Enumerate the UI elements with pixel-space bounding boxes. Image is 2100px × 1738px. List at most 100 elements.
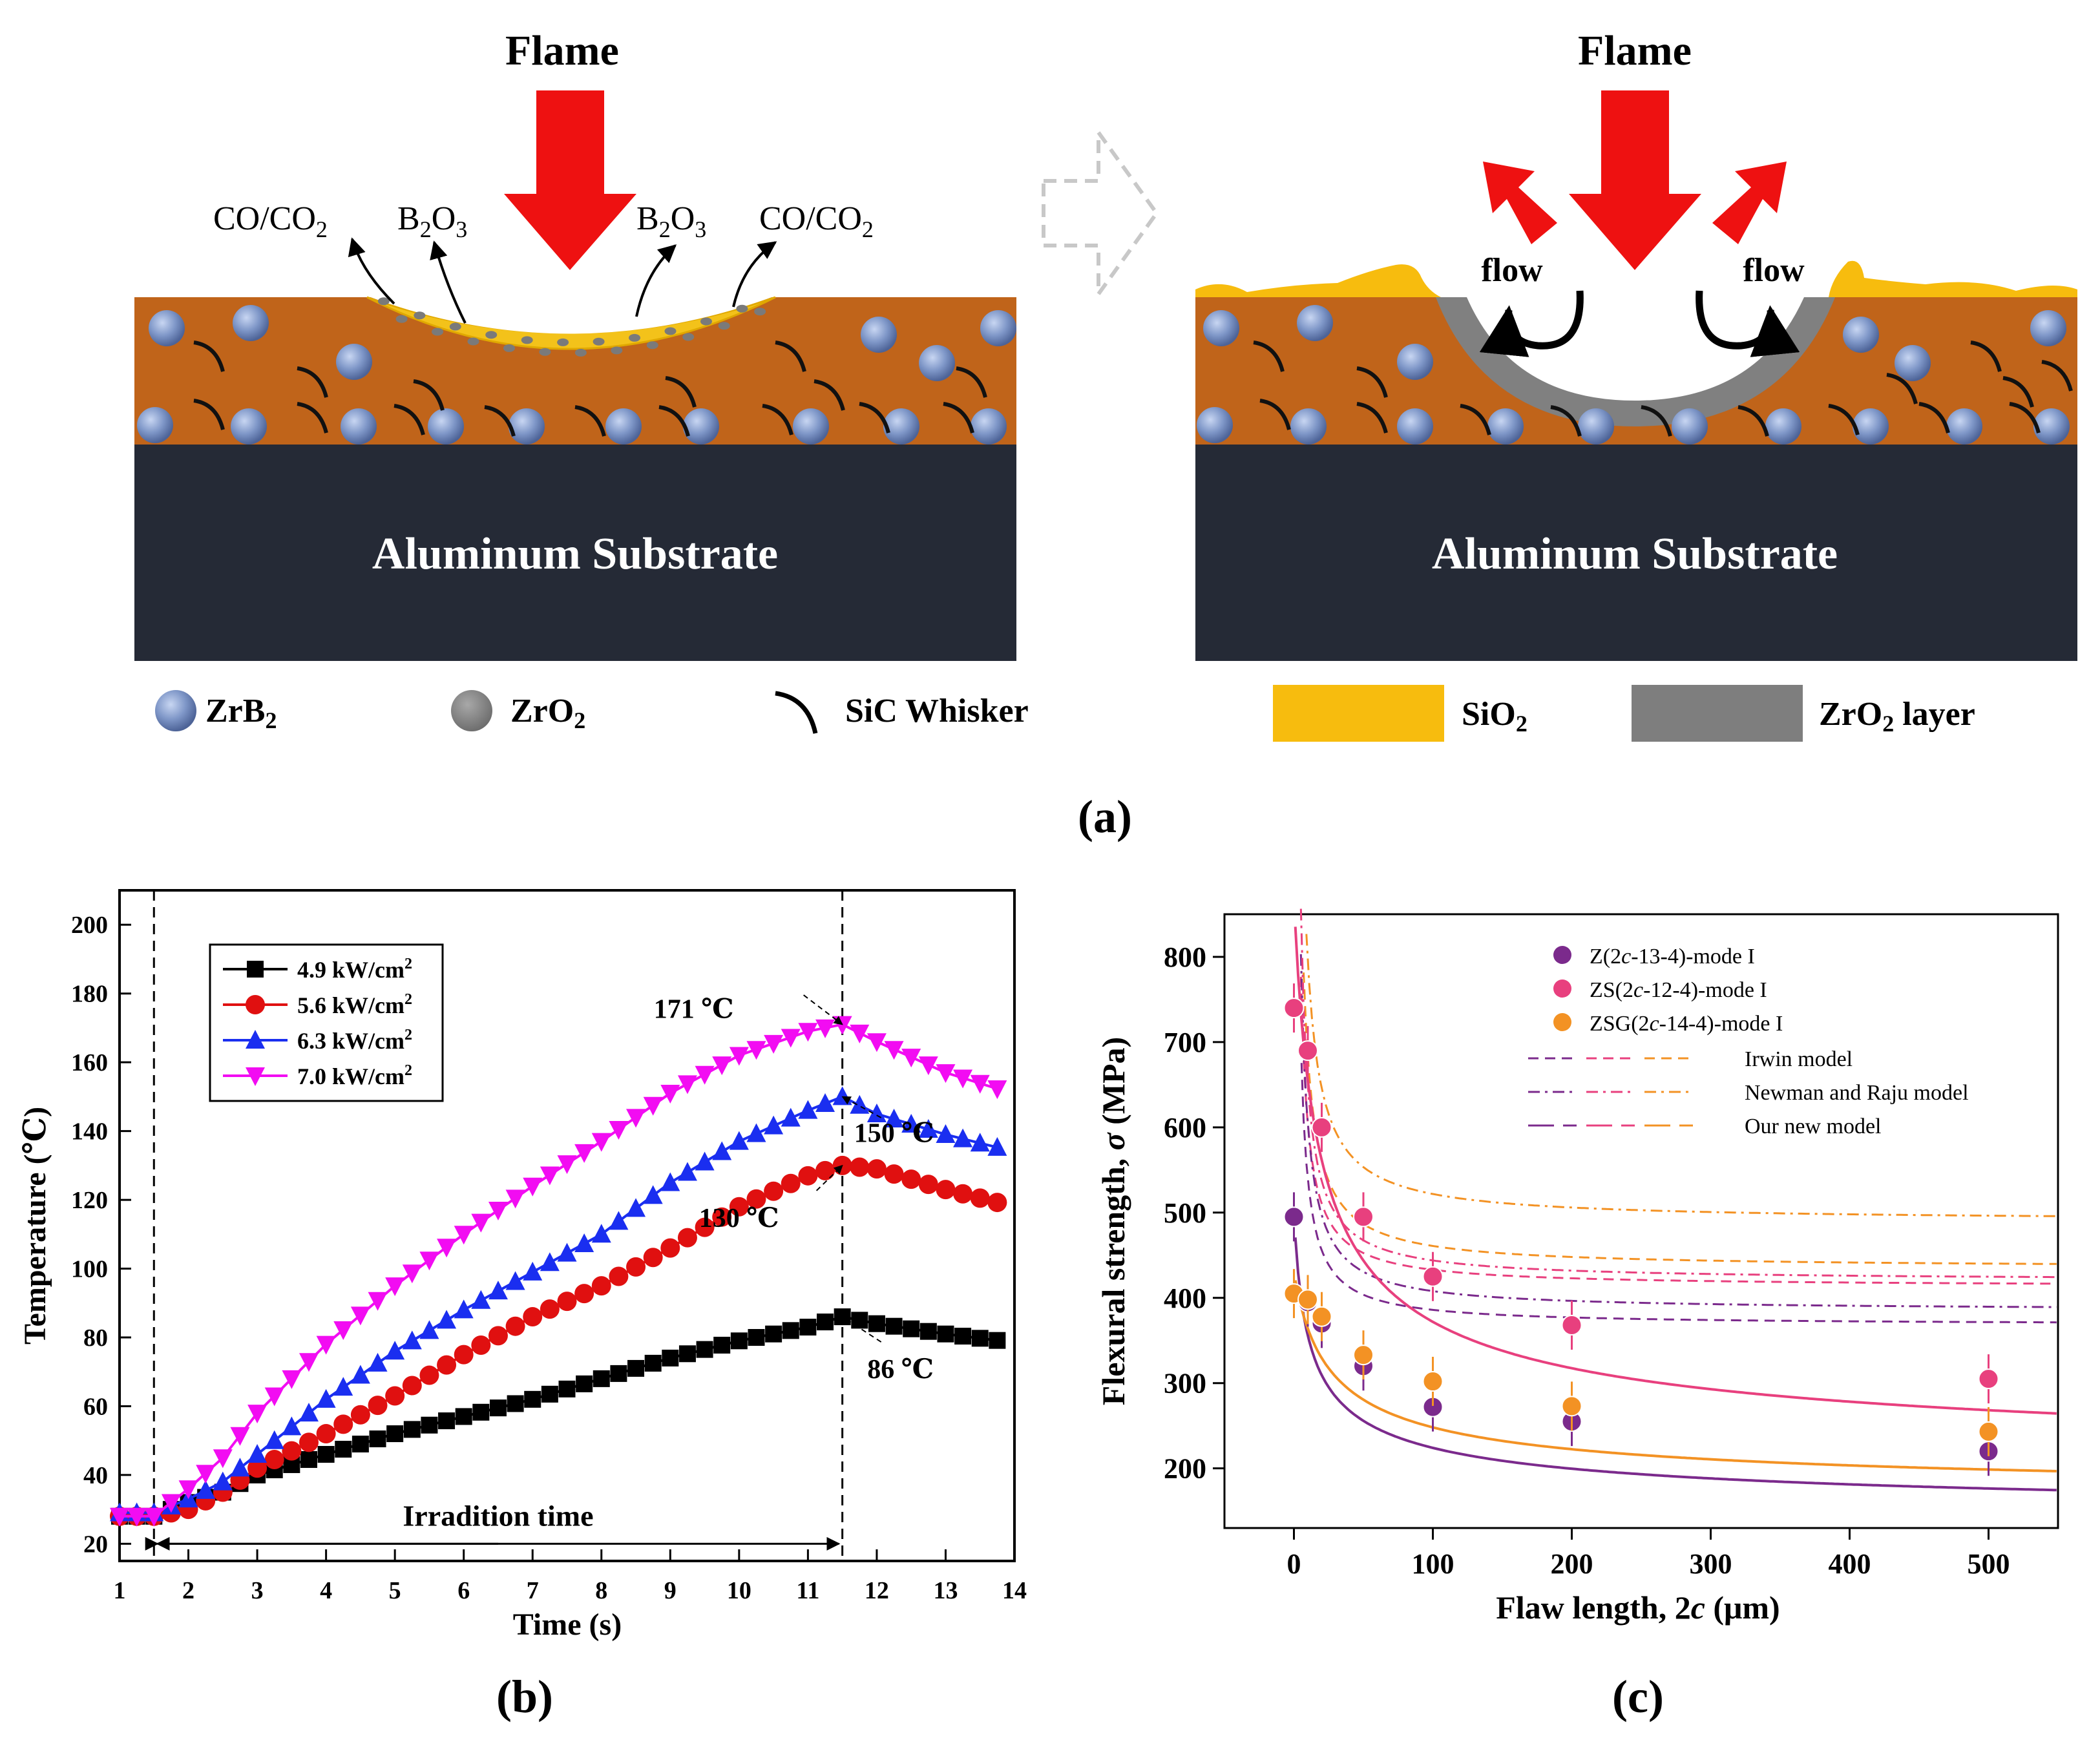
chart-b-point [247, 1405, 268, 1424]
sic-whisker [484, 405, 516, 437]
legend-sic-label: SiC Whisker [845, 693, 1029, 729]
red-arrow-upleft [1483, 162, 1557, 244]
chart-b-point [505, 1271, 525, 1290]
chart-c-legend-model-label: Newman and Raju model [1745, 1081, 1969, 1105]
zrb2-particle [919, 345, 955, 381]
chart-c-legend-label: Z(2c-13-4)-mode I [1590, 945, 1755, 968]
chart-b-ytick-label: 60 [83, 1393, 108, 1420]
chart-b-point [316, 1424, 336, 1444]
chart-b-point [903, 1320, 920, 1337]
sic-whisker [2041, 360, 2073, 392]
flow-arrow-left [1479, 290, 1584, 357]
chart-c-point [1297, 1289, 1318, 1310]
zrb2-particle [428, 408, 464, 445]
chart-b-ytick-label: 120 [71, 1187, 108, 1214]
legend-zro2-layer-label: ZrO2 layer [1819, 696, 1975, 737]
zrb2-particle [683, 408, 719, 445]
chart-b-legend-label: 7.0 kW/cm2 [297, 1062, 412, 1089]
chart-c-series-3 [1283, 1269, 1999, 1456]
chart-c-series-1 [1283, 1192, 1999, 1476]
chart-b-point [643, 1248, 663, 1268]
zro2-particle [574, 348, 587, 357]
chart-b-point [884, 1164, 904, 1184]
zrb2-particle [861, 317, 897, 353]
chart-b-point [729, 1197, 749, 1217]
chart-b-legend-marker [246, 995, 265, 1014]
chart-b-point [489, 1399, 507, 1417]
chart-b-point [455, 1408, 472, 1425]
chart-b-point [591, 1224, 611, 1243]
zro2-particle [611, 346, 623, 355]
chart-b-point [144, 1507, 164, 1527]
chart-b-point [196, 1480, 216, 1499]
zrb2-particle [149, 310, 185, 346]
chart-c-point [1561, 1396, 1582, 1417]
chart-b-point [712, 1141, 732, 1160]
chart-b-point [798, 1166, 818, 1186]
chart-b-annotations: 171 ℃ 150 ℃ 130 ℃ 86 ℃ Irradition time [145, 994, 934, 1551]
chart-b-point [540, 1299, 560, 1319]
substrate-label-right: Aluminum Substrate [1432, 529, 1838, 579]
chart-b-point [282, 1441, 302, 1461]
chart-b-point [610, 1365, 627, 1382]
chart-b-point [454, 1345, 474, 1365]
sic-whisker [193, 399, 225, 430]
chart-c-legend-label: ZSG(2c-14-4)-mode I [1590, 1012, 1783, 1036]
chart-b-point [850, 1094, 870, 1114]
chart-b-ytick-label: 80 [83, 1324, 108, 1352]
chart-c-legend-model-label: Irwin model [1745, 1047, 1853, 1071]
chart-b-point [488, 1202, 508, 1221]
zrb2-particle [1397, 408, 1433, 445]
chart-b-point [781, 1173, 801, 1193]
chart-b-point [247, 1458, 268, 1478]
chart-c-ytick-label: 700 [1164, 1027, 1206, 1058]
chart-b-annotation-arrow [841, 1316, 882, 1343]
zro2-particles-in-melt [377, 297, 766, 357]
chart-b-ylabel: Temperature (℃) [18, 1107, 52, 1345]
crater-cut-left [367, 284, 775, 334]
chart-c-ytick-label: 300 [1164, 1368, 1206, 1399]
chart-b-point [677, 1075, 697, 1094]
sio2-deposit-right [1829, 260, 2077, 297]
chart-b-legend-label: 4.9 kW/cm2 [297, 956, 412, 983]
chart-b-point [746, 1189, 766, 1209]
chart-b-xtick-label: 14 [1002, 1577, 1027, 1604]
sic-whisker [574, 405, 606, 437]
chart-c-xtick-label: 0 [1287, 1548, 1301, 1580]
zro2-particle [557, 338, 569, 346]
chart-b-point [524, 1390, 541, 1408]
zrb2-particle [1290, 408, 1327, 445]
chart-b-annotation-arrow [841, 1096, 882, 1118]
chart-b-point [677, 1228, 697, 1248]
aluminum-substrate-left [134, 445, 1016, 661]
chart-b-point [488, 1326, 508, 1346]
chart-b-point [540, 1166, 560, 1186]
chart-b-point [591, 1276, 611, 1296]
new-model-curve [1294, 1280, 2057, 1472]
chart-b-series-4 [110, 1016, 1007, 1527]
chart-b-point [799, 1319, 817, 1336]
chart-b-annotation-label: 150 ℃ [854, 1118, 934, 1148]
newman-raju-model-curve [1299, 908, 2057, 1279]
zrb2-particle [509, 408, 545, 445]
chart-c-point [1561, 1314, 1582, 1335]
transition-arrow [1042, 126, 1159, 300]
chart-b-ytick-label: 40 [83, 1462, 108, 1489]
sic-whisker [1550, 405, 1582, 437]
chart-b-point [609, 1211, 629, 1230]
chart-b-point [970, 1188, 990, 1208]
zro2-particle [700, 317, 712, 326]
chart-b-point [454, 1299, 474, 1319]
chart-b-point [901, 1113, 921, 1133]
chart-c-point [1353, 1206, 1374, 1228]
legend-sio2-label: SiO2 [1462, 696, 1528, 737]
chart-b-point [936, 1064, 956, 1084]
zrb2-particle [341, 408, 377, 445]
gas-arrow-4 [732, 241, 777, 308]
zrb2-particle [137, 407, 173, 443]
sic-whisker [1259, 399, 1291, 430]
sic-whisker [394, 404, 425, 435]
chart-b-point [729, 1131, 749, 1150]
chart-b-point [300, 1450, 317, 1468]
chart-b-point [798, 1023, 818, 1042]
